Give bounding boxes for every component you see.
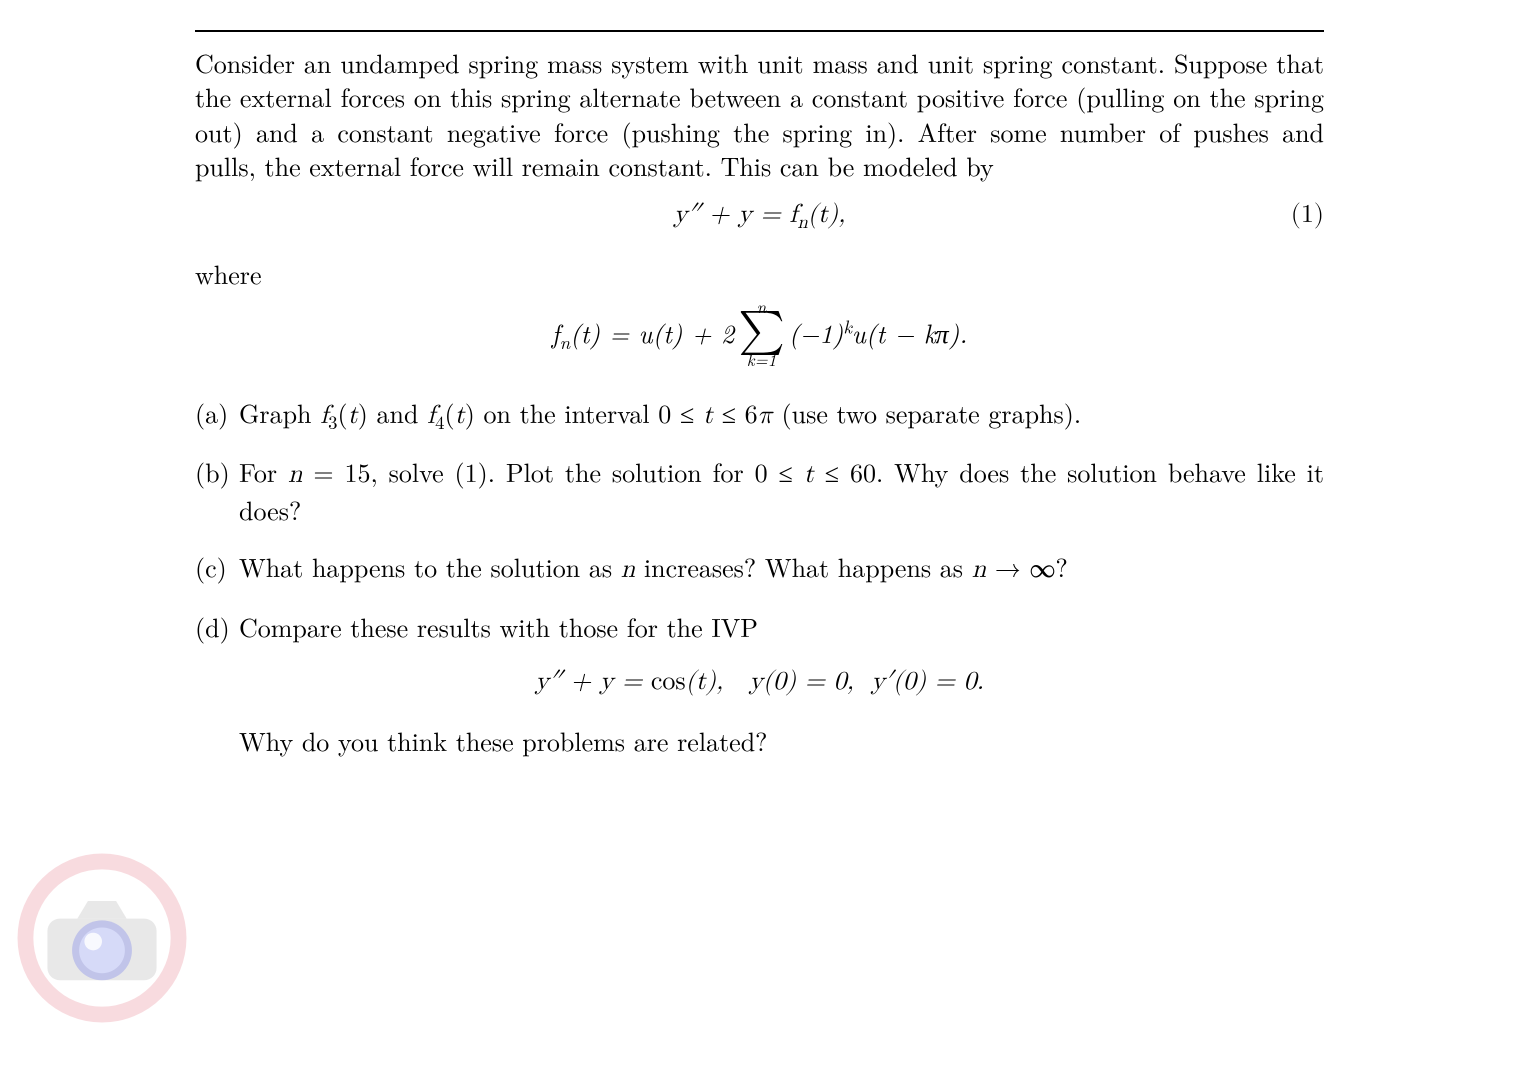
part-c-text: What happens to the solution as n increa… — [239, 550, 1324, 588]
fn-left: fn(t) = u(t) + 2 — [552, 314, 735, 351]
equation-1-body: y″ + y = fn(t), — [674, 200, 846, 231]
where-label: where — [195, 255, 1324, 292]
top-rule — [195, 30, 1324, 32]
part-b-label: (b) — [195, 455, 239, 528]
equation-1-number: (1) — [1291, 200, 1324, 231]
fn-right: (−1)ku(t − kπ). — [789, 314, 968, 351]
part-d-followup: Why do you think these problems are rela… — [239, 724, 1324, 759]
summation-sigma: ∑ — [738, 313, 784, 350]
summation-lower: k=1 — [747, 351, 777, 368]
part-c-label: (c) — [195, 550, 239, 588]
part-d-text: Compare these results with those for the… — [239, 610, 1324, 645]
part-c: (c) What happens to the solution as n in… — [195, 550, 1324, 588]
equation-1: y″ + y = fn(t), (1) — [195, 193, 1324, 237]
part-d-equation: y″ + y = cos(t), y(0) = 0, y′(0) = 0. — [195, 667, 1324, 698]
part-a: (a) Graph f3(t) and f4(t) on the interva… — [195, 396, 1324, 434]
camera-watermark-icon — [14, 850, 190, 1026]
part-a-label: (a) — [195, 396, 239, 434]
problem-intro: Consider an undamped spring mass system … — [195, 46, 1324, 183]
parts-list: (a) Graph f3(t) and f4(t) on the interva… — [195, 396, 1324, 645]
part-d: (d) Compare these results with those for… — [195, 610, 1324, 645]
problem-page: Consider an undamped spring mass system … — [0, 0, 1514, 1066]
fn-definition: fn(t) = u(t) + 2 n ∑ k=1 (−1)ku(t − kπ). — [195, 298, 1324, 367]
part-b: (b) For n = 15, solve (1). Plot the solu… — [195, 455, 1324, 528]
part-a-text: Graph f3(t) and f4(t) on the interval 0 … — [239, 396, 1324, 434]
part-d-label: (d) — [195, 610, 239, 645]
summation: n ∑ k=1 — [738, 298, 784, 367]
part-b-text: For n = 15, solve (1). Plot the solution… — [239, 455, 1324, 528]
